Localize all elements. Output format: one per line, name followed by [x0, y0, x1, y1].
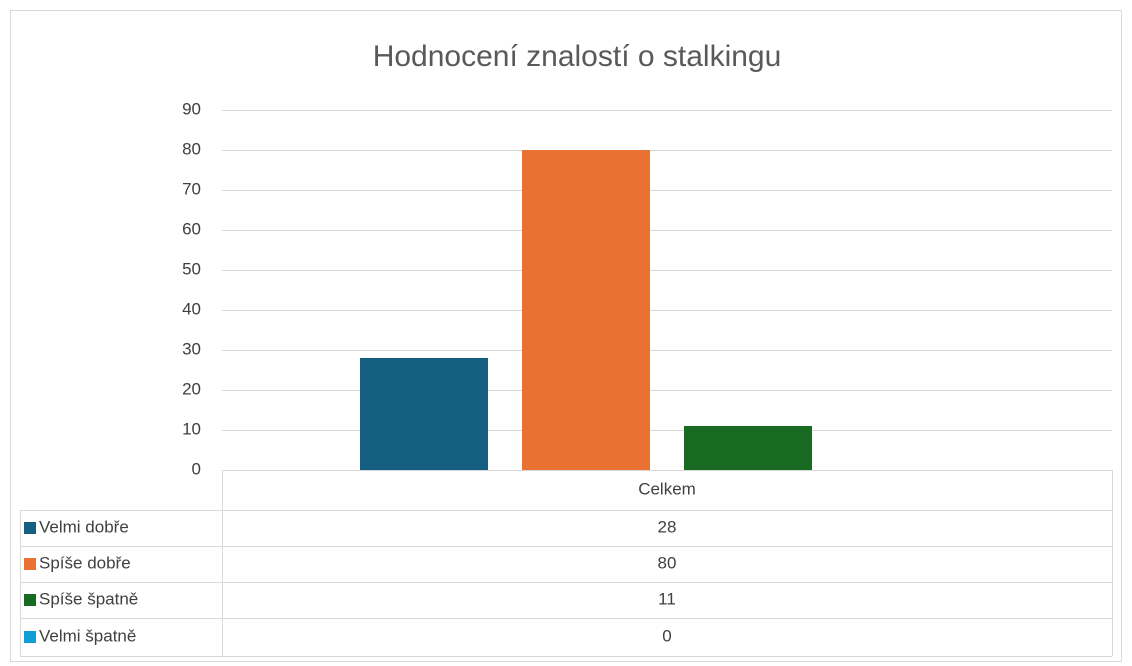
y-tick-label: 80	[182, 139, 201, 158]
legend-key	[24, 558, 36, 570]
table-value: 11	[658, 589, 676, 608]
bar	[684, 426, 812, 470]
y-tick-label: 30	[182, 339, 201, 358]
y-tick-label: 70	[182, 179, 201, 198]
legend-label: Spíše dobře	[39, 553, 131, 572]
y-tick-label: 20	[182, 379, 201, 398]
table-value: 80	[658, 553, 677, 572]
bar	[360, 358, 488, 470]
legend-key	[24, 594, 36, 606]
table-value: 28	[658, 517, 677, 536]
bar	[522, 150, 650, 470]
y-tick-label: 50	[182, 259, 201, 278]
legend-key	[24, 631, 36, 643]
y-tick-label: 90	[182, 99, 201, 118]
x-tick-label: Celkem	[638, 479, 696, 498]
y-tick-label: 0	[192, 459, 201, 478]
chart-title: Hodnocení znalostí o stalkingu	[373, 40, 782, 73]
table-value: 0	[662, 626, 671, 645]
y-tick-label: 40	[182, 299, 201, 318]
legend-label: Spíše špatně	[39, 589, 138, 608]
y-tick-label: 10	[182, 419, 201, 438]
y-tick-label: 60	[182, 219, 201, 238]
legend-label: Velmi špatně	[39, 626, 136, 645]
legend-key	[24, 522, 36, 534]
legend-label: Velmi dobře	[39, 517, 129, 536]
